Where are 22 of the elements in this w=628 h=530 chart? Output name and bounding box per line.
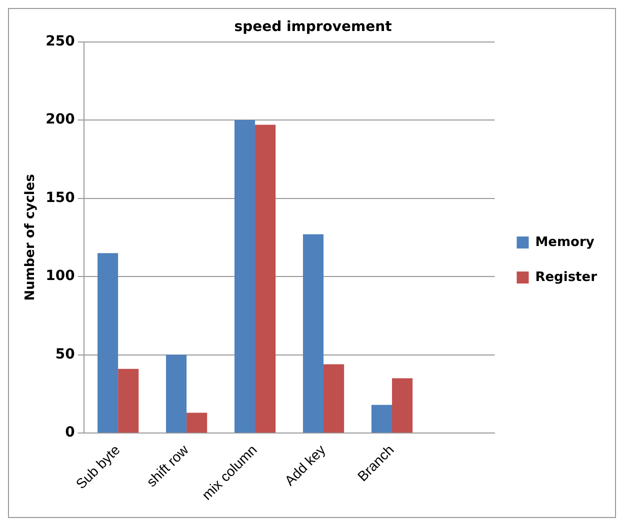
bar [118, 368, 139, 433]
chart-title: speed improvement [234, 19, 392, 36]
legend-label: Memory [535, 234, 595, 250]
y-tick-label: 100 [46, 268, 76, 284]
y-tick-label: 0 [65, 424, 76, 441]
bar [186, 412, 208, 433]
bar [255, 124, 276, 433]
y-axis-title: Number of cycles [23, 174, 38, 301]
bar [234, 120, 256, 433]
bar [302, 234, 324, 433]
y-tick-label: 150 [46, 190, 76, 206]
y-tick-label: 50 [55, 346, 76, 362]
x-tick-label: shift row [143, 440, 192, 490]
legend-label: Register [535, 270, 598, 285]
y-tick-label: 200 [46, 112, 76, 128]
y-tick-label: 250 [46, 33, 76, 50]
bar [98, 253, 118, 433]
x-tick-label: Sub byte [72, 441, 124, 492]
bar [392, 378, 413, 433]
bar [371, 404, 392, 433]
bar [324, 364, 344, 433]
bar [166, 354, 187, 433]
